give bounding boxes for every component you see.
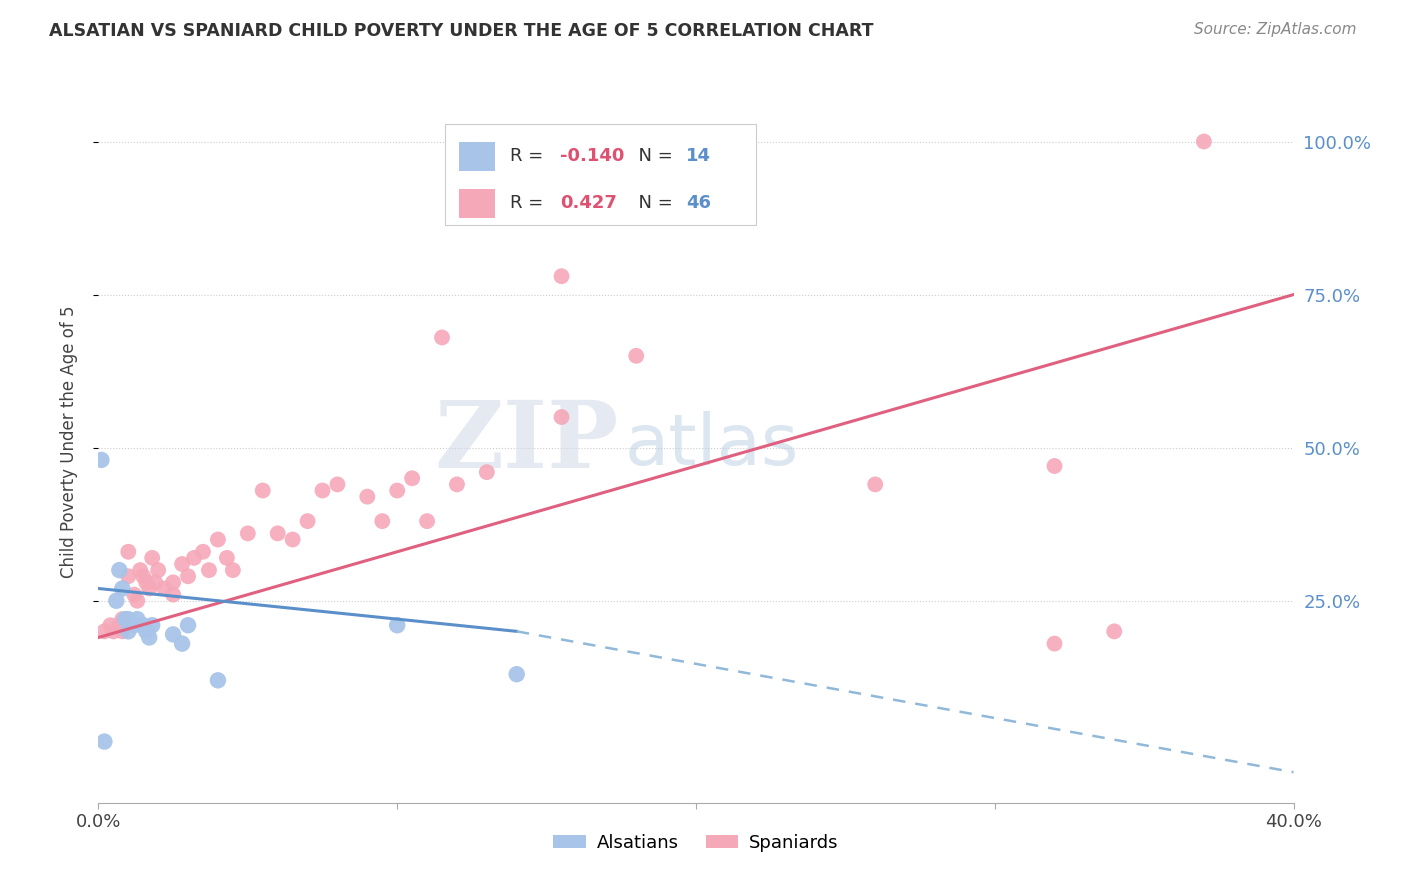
- Point: [162, 588, 184, 602]
- Point: [865, 477, 887, 491]
- Point: [132, 618, 155, 632]
- Point: [177, 569, 200, 583]
- Point: [430, 330, 453, 344]
- Bar: [460, 188, 495, 218]
- Text: ZIP: ZIP: [434, 397, 619, 486]
- Point: [207, 673, 229, 688]
- Point: [297, 514, 319, 528]
- Point: [111, 624, 134, 639]
- Point: [626, 349, 648, 363]
- Point: [90, 453, 112, 467]
- Point: [141, 618, 163, 632]
- Point: [114, 612, 136, 626]
- Legend: Alsatians, Spaniards: Alsatians, Spaniards: [546, 826, 846, 859]
- Point: [162, 575, 184, 590]
- Point: [135, 575, 157, 590]
- Point: [117, 569, 139, 583]
- Text: 46: 46: [686, 194, 711, 212]
- Point: [356, 490, 378, 504]
- Point: [127, 593, 149, 607]
- Point: [1104, 624, 1126, 639]
- Point: [129, 563, 152, 577]
- Point: [550, 269, 572, 284]
- Point: [138, 631, 160, 645]
- Point: [143, 575, 166, 590]
- Text: R =: R =: [509, 194, 548, 212]
- Point: [371, 514, 394, 528]
- Y-axis label: Child Poverty Under the Age of 5: Child Poverty Under the Age of 5: [59, 305, 77, 578]
- Text: -0.140: -0.140: [560, 147, 624, 165]
- Point: [236, 526, 259, 541]
- Text: 0.427: 0.427: [560, 194, 617, 212]
- Point: [111, 582, 134, 596]
- Point: [108, 563, 131, 577]
- Point: [385, 618, 409, 632]
- Text: 14: 14: [686, 147, 711, 165]
- Point: [252, 483, 274, 498]
- Bar: [460, 142, 495, 170]
- Point: [1043, 637, 1066, 651]
- Point: [281, 533, 304, 547]
- Point: [215, 550, 238, 565]
- Point: [267, 526, 290, 541]
- Point: [401, 471, 423, 485]
- Point: [177, 618, 200, 632]
- Point: [138, 582, 160, 596]
- Point: [148, 563, 170, 577]
- Point: [207, 533, 229, 547]
- FancyBboxPatch shape: [446, 124, 756, 225]
- Point: [222, 563, 245, 577]
- Point: [446, 477, 468, 491]
- Point: [135, 624, 157, 639]
- Text: N =: N =: [627, 194, 678, 212]
- Point: [124, 588, 146, 602]
- Point: [506, 667, 529, 681]
- Point: [117, 545, 139, 559]
- Point: [475, 465, 498, 479]
- Text: atlas: atlas: [624, 410, 799, 480]
- Point: [610, 208, 633, 222]
- Point: [326, 477, 349, 491]
- Text: N =: N =: [627, 147, 678, 165]
- Point: [93, 734, 115, 748]
- Point: [105, 593, 128, 607]
- Point: [111, 612, 134, 626]
- Point: [103, 624, 125, 639]
- Point: [191, 545, 214, 559]
- Point: [172, 557, 194, 571]
- Text: R =: R =: [509, 147, 548, 165]
- Point: [124, 618, 146, 632]
- Point: [416, 514, 439, 528]
- Text: Source: ZipAtlas.com: Source: ZipAtlas.com: [1194, 22, 1357, 37]
- Point: [1043, 458, 1066, 473]
- Point: [385, 483, 409, 498]
- Point: [550, 410, 572, 425]
- Point: [127, 612, 149, 626]
- Point: [198, 563, 221, 577]
- Point: [108, 618, 131, 632]
- Point: [162, 627, 184, 641]
- Point: [132, 569, 155, 583]
- Point: [153, 582, 176, 596]
- Point: [311, 483, 333, 498]
- Point: [117, 612, 139, 626]
- Point: [172, 637, 194, 651]
- Point: [117, 624, 139, 639]
- Text: ALSATIAN VS SPANIARD CHILD POVERTY UNDER THE AGE OF 5 CORRELATION CHART: ALSATIAN VS SPANIARD CHILD POVERTY UNDER…: [49, 22, 873, 40]
- Point: [98, 618, 122, 632]
- Point: [183, 550, 205, 565]
- Point: [1192, 135, 1215, 149]
- Point: [93, 624, 115, 639]
- Point: [141, 550, 163, 565]
